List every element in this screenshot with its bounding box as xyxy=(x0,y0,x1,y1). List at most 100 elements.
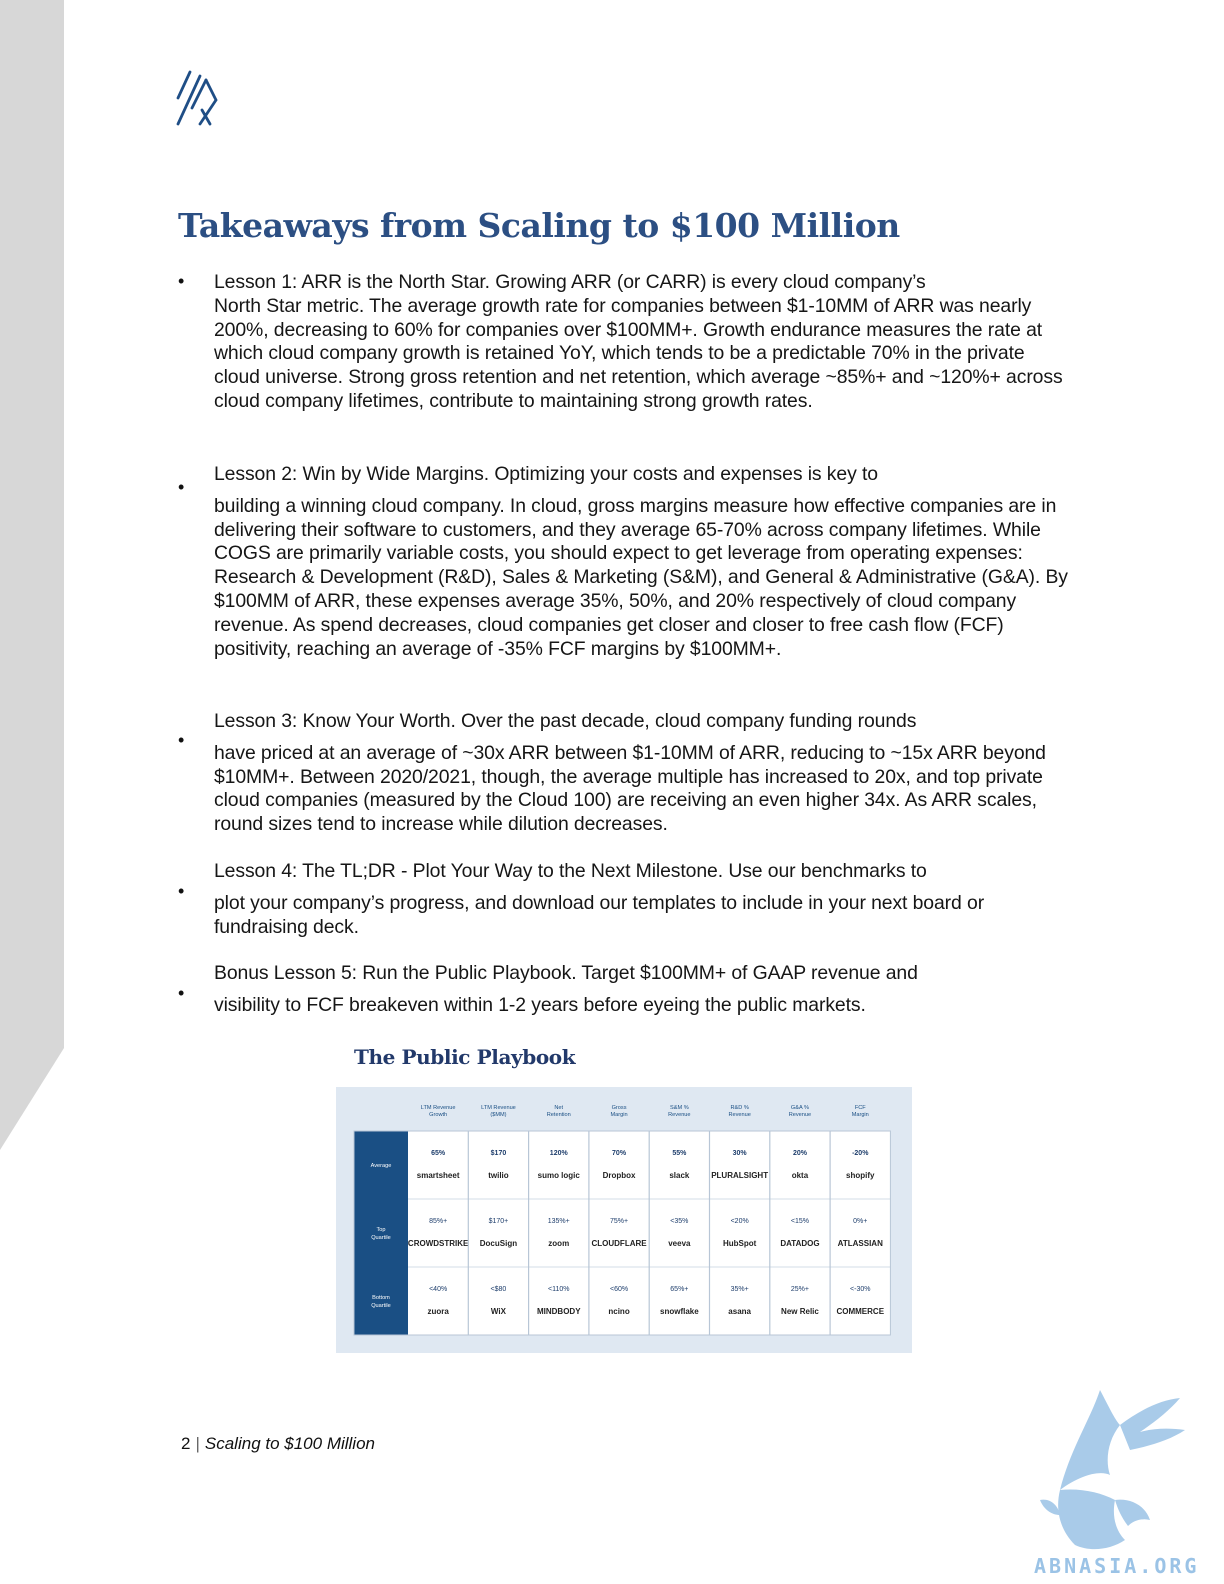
lesson-4: Lesson 4: The TL;DR - Plot Your Way to t… xyxy=(214,860,1074,939)
cell-value: <110% xyxy=(548,1286,569,1293)
lesson-2-first-line: Lesson 2: Win by Wide Margins. Optimizin… xyxy=(214,463,878,485)
page-title: Takeaways from Scaling to $100 Million xyxy=(178,206,900,245)
company-logo-text: shopify xyxy=(846,1171,875,1180)
cell-value: 55% xyxy=(672,1150,687,1157)
bullet-point-icon: • xyxy=(178,271,185,291)
row-label: Average xyxy=(371,1163,392,1169)
side-decoration-band xyxy=(0,0,64,1150)
column-header-line-1: Net xyxy=(554,1105,563,1111)
lesson-4-body: plot your company’s progress, and downlo… xyxy=(214,891,985,938)
cell-value: $170 xyxy=(491,1150,507,1157)
company-logo-text: HubSpot xyxy=(723,1239,757,1248)
company-logo-text: Dropbox xyxy=(603,1171,636,1180)
row-label-line-1: Bottom xyxy=(372,1295,390,1301)
company-logo-text: veeva xyxy=(668,1239,691,1248)
row-label-line-1: Top xyxy=(376,1227,385,1233)
lesson-4-first-line: Lesson 4: The TL;DR - Plot Your Way to t… xyxy=(214,860,927,882)
bullet-point-icon: • xyxy=(178,477,185,497)
footer-separator: | xyxy=(195,1434,200,1453)
bullet-point-icon: • xyxy=(178,881,185,901)
table-body xyxy=(354,1131,891,1335)
column-header-line-1: LTM Revenue xyxy=(421,1105,456,1111)
cell-value: -20% xyxy=(852,1150,869,1157)
cell-value: 85%+ xyxy=(429,1218,447,1225)
page-footer: 2 | Scaling to $100 Million xyxy=(181,1434,375,1454)
public-playbook-title: The Public Playbook xyxy=(354,1045,576,1069)
lesson-1-body: North Star metric. The average growth ra… xyxy=(214,294,1063,412)
company-logo-text: zuora xyxy=(427,1307,449,1316)
company-logo-text: COMMERCE xyxy=(836,1307,884,1316)
column-header-line-1: LTM Revenue xyxy=(481,1105,516,1111)
cell-value: <15% xyxy=(791,1218,809,1225)
cell-value: 70% xyxy=(612,1150,627,1157)
company-logo-text: New Relic xyxy=(781,1307,819,1316)
company-logo-text: sumo logic xyxy=(538,1171,581,1180)
lesson-3: Lesson 3: Know Your Worth. Over the past… xyxy=(214,710,1074,837)
lesson-2: Lesson 2: Win by Wide Margins. Optimizin… xyxy=(214,463,1074,661)
lesson-2-body: building a winning cloud company. In clo… xyxy=(214,494,1068,660)
footer-document-title: Scaling to $100 Million xyxy=(204,1434,375,1453)
company-logo-text: MINDBODY xyxy=(537,1307,581,1316)
lesson-3-body: have priced at an average of ~30x ARR be… xyxy=(214,741,1046,836)
watermark-text: ABNASIA.ORG xyxy=(1034,1554,1200,1578)
column-header-line-2: Revenue xyxy=(668,1112,690,1118)
lesson-3-first-line: Lesson 3: Know Your Worth. Over the past… xyxy=(214,710,917,732)
table-border xyxy=(353,1130,891,1336)
column-header-line-1: R&D % xyxy=(730,1105,748,1111)
bullet-point-icon: • xyxy=(178,730,185,750)
company-logo-text: zoom xyxy=(548,1239,569,1248)
griffin-watermark-icon xyxy=(1040,1390,1185,1550)
company-logo-text: CROWDSTRIKE xyxy=(408,1239,469,1248)
company-logo-text: asana xyxy=(728,1307,751,1316)
company-logo-text: slack xyxy=(669,1171,690,1180)
lesson-1: Lesson 1: ARR is the North Star. Growing… xyxy=(214,271,1074,414)
column-header-line-2: Margin xyxy=(852,1112,869,1118)
company-logo-text: ncino xyxy=(608,1307,629,1316)
company-logo-text: ATLASSIAN xyxy=(838,1239,883,1248)
cell-value: 65% xyxy=(431,1150,446,1157)
cell-value: 0%+ xyxy=(853,1218,867,1225)
column-header-line-1: FCF xyxy=(855,1105,866,1111)
cell-value: 75%+ xyxy=(610,1218,628,1225)
column-header-line-2: ($MM) xyxy=(490,1112,506,1118)
column-header-line-1: G&A % xyxy=(791,1105,809,1111)
company-logo-icon xyxy=(176,70,218,126)
column-header-line-2: Margin xyxy=(610,1112,627,1118)
lesson-5: Bonus Lesson 5: Run the Public Playbook.… xyxy=(214,962,1074,1018)
cell-value: $170+ xyxy=(489,1218,509,1225)
company-logo-text: snowflake xyxy=(660,1307,699,1316)
column-header-line-2: Growth xyxy=(429,1112,447,1118)
page-number: 2 xyxy=(181,1434,191,1453)
cell-value: 65%+ xyxy=(670,1286,688,1293)
public-playbook-figure: LTM Revenue Growth LTM Revenue ($MM) Net Rete… xyxy=(336,1087,912,1353)
cell-value: 135%+ xyxy=(548,1218,570,1225)
company-logo-text: CLOUDFLARE xyxy=(591,1239,647,1248)
column-header-line-2: Retention xyxy=(547,1112,571,1118)
row-label-band xyxy=(354,1131,408,1335)
cell-value: 30% xyxy=(733,1150,748,1157)
row-label-line-2: Quartile xyxy=(371,1303,391,1309)
cell-value: <$80 xyxy=(491,1286,507,1293)
lesson-1-first-line: Lesson 1: ARR is the North Star. Growing… xyxy=(214,271,926,293)
bullet-point-icon: • xyxy=(178,983,185,1003)
cell-value: <40% xyxy=(429,1286,447,1293)
column-header-line-1: Gross xyxy=(612,1105,627,1111)
company-logo-text: PLURALSIGHT xyxy=(711,1171,768,1180)
lesson-5-first-line: Bonus Lesson 5: Run the Public Playbook.… xyxy=(214,962,918,984)
company-logo-text: DATADOG xyxy=(780,1239,819,1248)
company-logo-text: WiX xyxy=(491,1307,507,1316)
column-header-line-2: Revenue xyxy=(728,1112,750,1118)
column-header-line-2: Revenue xyxy=(789,1112,811,1118)
company-logo-text: twilio xyxy=(488,1171,509,1180)
lesson-5-body: visibility to FCF breakeven within 1-2 y… xyxy=(214,993,866,1016)
cell-value: <60% xyxy=(610,1286,628,1293)
cell-value: 120% xyxy=(550,1150,569,1157)
cell-value: <-30% xyxy=(850,1286,870,1293)
company-logo-text: smartsheet xyxy=(417,1171,460,1180)
column-header-line-1: S&M % xyxy=(670,1105,689,1111)
cell-value: <35% xyxy=(670,1218,688,1225)
company-logo-text: DocuSign xyxy=(480,1239,517,1248)
row-label-line-2: Quartile xyxy=(371,1235,391,1241)
cell-value: 25%+ xyxy=(791,1286,809,1293)
